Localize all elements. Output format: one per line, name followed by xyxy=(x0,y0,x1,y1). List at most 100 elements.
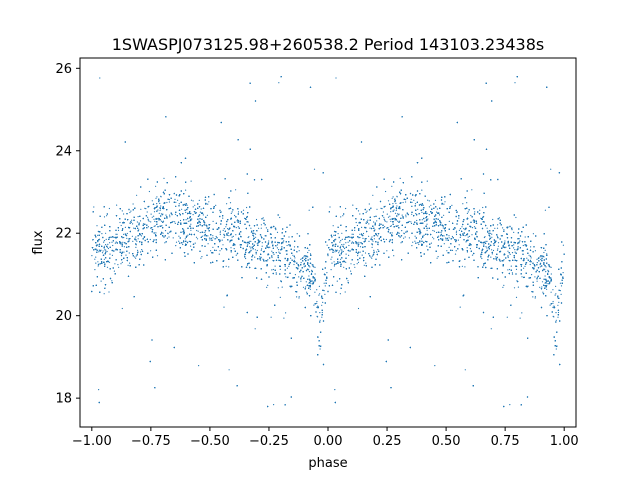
data-point xyxy=(139,220,142,222)
data-point xyxy=(134,256,136,258)
data-point xyxy=(401,230,403,232)
data-point xyxy=(432,236,434,238)
data-point xyxy=(455,233,458,236)
data-point xyxy=(529,263,531,266)
data-point xyxy=(155,197,157,199)
data-point xyxy=(494,227,496,229)
data-point xyxy=(373,216,375,218)
data-point xyxy=(219,250,221,252)
data-point xyxy=(411,205,413,207)
data-point xyxy=(445,237,447,239)
data-point xyxy=(206,214,208,216)
data-point xyxy=(426,223,428,225)
data-point xyxy=(229,241,231,243)
data-point xyxy=(174,221,176,223)
data-point xyxy=(118,266,120,268)
data-point xyxy=(455,250,457,252)
data-point xyxy=(357,307,360,310)
data-point xyxy=(105,244,107,246)
data-point xyxy=(94,269,96,271)
data-point xyxy=(430,204,432,206)
data-point xyxy=(356,243,358,245)
data-point xyxy=(368,235,370,237)
data-point xyxy=(444,201,446,203)
data-point xyxy=(98,389,100,391)
data-point xyxy=(254,256,256,258)
data-point xyxy=(427,218,429,220)
data-point xyxy=(471,227,474,229)
data-point xyxy=(408,220,410,223)
data-point xyxy=(510,265,512,267)
data-point xyxy=(513,231,515,233)
data-point xyxy=(443,243,445,245)
data-point xyxy=(316,289,318,291)
data-point xyxy=(206,227,208,229)
data-point xyxy=(497,248,499,250)
data-point xyxy=(298,276,300,278)
data-point xyxy=(178,240,180,242)
data-point xyxy=(119,242,121,244)
data-point xyxy=(398,232,400,234)
data-point xyxy=(459,236,461,238)
data-point xyxy=(460,235,462,237)
data-point xyxy=(246,264,248,266)
data-point xyxy=(415,213,417,215)
data-point xyxy=(491,233,493,235)
data-point xyxy=(132,203,134,205)
data-point xyxy=(426,245,428,247)
data-point xyxy=(440,231,442,233)
data-point xyxy=(562,272,564,274)
data-point xyxy=(370,238,372,241)
data-point xyxy=(192,200,194,202)
data-point xyxy=(496,259,498,261)
data-point xyxy=(555,348,557,350)
data-point xyxy=(491,253,493,255)
data-point xyxy=(141,249,143,251)
data-point xyxy=(408,237,410,239)
data-point xyxy=(192,206,194,208)
data-point xyxy=(328,239,330,241)
data-point xyxy=(394,219,396,221)
data-point xyxy=(183,229,185,231)
data-point xyxy=(489,232,491,234)
data-point xyxy=(559,290,561,292)
data-point xyxy=(560,285,563,287)
data-point xyxy=(514,249,516,251)
data-point xyxy=(201,256,203,258)
data-point xyxy=(115,241,117,243)
data-point xyxy=(314,266,316,268)
data-point xyxy=(334,389,336,391)
data-point xyxy=(546,283,548,285)
data-point xyxy=(319,312,321,314)
data-point xyxy=(300,280,302,282)
data-point xyxy=(357,261,360,263)
data-point xyxy=(434,365,436,367)
data-point xyxy=(342,215,344,217)
data-point xyxy=(350,263,352,265)
data-point xyxy=(517,286,520,288)
data-point xyxy=(290,257,292,259)
data-point xyxy=(337,233,339,235)
data-point xyxy=(521,312,523,314)
data-point xyxy=(386,227,388,229)
data-point xyxy=(201,235,203,237)
data-point xyxy=(132,223,134,225)
data-point xyxy=(555,312,557,314)
data-point xyxy=(377,249,379,251)
data-point xyxy=(506,316,508,318)
data-point xyxy=(428,200,430,202)
data-point xyxy=(465,241,467,243)
data-point xyxy=(502,246,504,248)
data-point xyxy=(120,243,122,245)
data-point xyxy=(401,214,403,216)
data-point xyxy=(410,192,412,194)
data-point xyxy=(278,251,280,253)
data-point xyxy=(412,241,414,243)
data-point xyxy=(295,291,297,293)
data-point xyxy=(156,196,158,198)
data-point xyxy=(509,404,511,406)
data-point xyxy=(371,236,373,238)
data-point xyxy=(341,249,343,251)
data-point xyxy=(473,226,476,228)
data-point xyxy=(362,237,364,239)
